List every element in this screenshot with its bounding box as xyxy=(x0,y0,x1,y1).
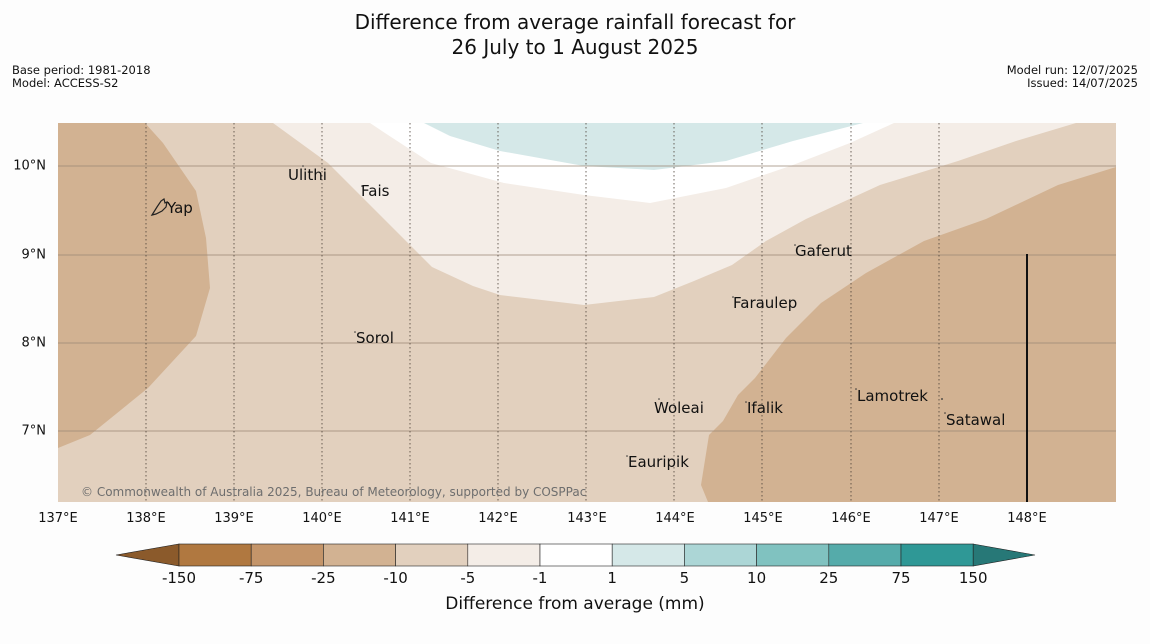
place-label-faraulep: Faraulep xyxy=(733,294,798,312)
lon-label-138e: 138°E xyxy=(126,511,166,526)
colorbar-cell xyxy=(828,543,902,567)
model-run: Model run: 12/07/2025 xyxy=(1006,63,1138,77)
place-label-gaferut: Gaferut xyxy=(795,242,852,260)
island-dots xyxy=(302,165,946,457)
colorbar-tick-label: -150 xyxy=(161,569,197,587)
meta-right: Model run: 12/07/2025 Issued: 14/07/2025 xyxy=(1007,64,1138,90)
colorbar-cell xyxy=(684,543,757,567)
place-label-ifalik: Ifalik xyxy=(747,399,783,417)
place-label-sorol: Sorol xyxy=(356,329,394,347)
colorbar-cell xyxy=(611,543,685,567)
colorbar-tick-label: -1 xyxy=(532,569,548,587)
title-line-2: 26 July to 1 August 2025 xyxy=(451,35,699,59)
colorbar-cell xyxy=(250,543,324,567)
colorbar-cell xyxy=(900,543,974,567)
place-label-ulithi: Ulithi xyxy=(288,166,327,184)
colorbar-tick-label: -75 xyxy=(238,569,264,587)
colorbar-tick-label: -25 xyxy=(311,569,336,587)
lon-label-140e: 140°E xyxy=(302,511,342,526)
colorbar-cell xyxy=(467,543,541,567)
band-plus1 xyxy=(424,123,863,170)
lat-label-9n: 9°N xyxy=(21,247,47,263)
lon-label-145e: 145°E xyxy=(743,511,783,526)
lon-label-144e: 144°E xyxy=(655,511,695,526)
title-line-1: Difference from average rainfall forecas… xyxy=(354,10,796,34)
lon-label-137e: 137°E xyxy=(38,511,78,526)
colorbar xyxy=(115,543,1036,567)
place-label-satawal: Satawal xyxy=(946,411,1006,429)
colorbar-extend-low xyxy=(115,543,180,567)
lat-label-8n: 8°N xyxy=(21,335,47,351)
yap-island-outline xyxy=(150,198,168,216)
place-label-eauripik: Eauripik xyxy=(628,453,689,471)
colorbar-cell xyxy=(395,543,469,567)
lat-label-7n: 7°N xyxy=(21,423,47,439)
place-label-yap: Yap xyxy=(167,199,193,217)
lon-label-148e: 148°E xyxy=(1007,511,1047,526)
lat-label-10n: 10°N xyxy=(13,158,46,174)
colorbar-tick-label: 1 xyxy=(607,569,617,587)
lon-label-142e: 142°E xyxy=(478,511,518,526)
base-period: Base period: 1981-2018 xyxy=(12,63,151,77)
issued-date: Issued: 14/07/2025 xyxy=(1027,76,1138,90)
colorbar-extend-high xyxy=(972,543,1036,567)
model-name: Model: ACCESS-S2 xyxy=(12,76,119,90)
colorbar-tick-label: 25 xyxy=(819,569,839,587)
colorbar-tick-label: -10 xyxy=(383,569,408,587)
colorbar-tick-label: 75 xyxy=(891,569,911,587)
lon-label-146e: 146°E xyxy=(831,511,871,526)
colorbar-cell xyxy=(539,543,613,567)
lon-label-141e: 141°E xyxy=(390,511,430,526)
lon-label-147e: 147°E xyxy=(919,511,959,526)
forecast-map xyxy=(58,123,1116,502)
colorbar-tick-label: 5 xyxy=(679,569,690,587)
lon-label-139e: 139°E xyxy=(214,511,254,526)
lon-label-143e: 143°E xyxy=(567,511,607,526)
colorbar-title: Difference from average (mm) xyxy=(445,594,705,614)
place-label-lamotrek: Lamotrek xyxy=(857,387,928,405)
place-label-fais: Fais xyxy=(361,182,390,200)
colorbar-cell xyxy=(178,543,252,567)
colorbar-cell xyxy=(756,543,830,567)
colorbar-tick-label: -5 xyxy=(460,569,476,587)
place-label-woleai: Woleai xyxy=(654,399,704,417)
colorbar-tick-label: 10 xyxy=(747,569,767,587)
colorbar-tick-label: 150 xyxy=(958,569,988,587)
colorbar-cell xyxy=(323,543,396,567)
map-svg xyxy=(58,123,1116,502)
meta-left: Base period: 1981-2018 Model: ACCESS-S2 xyxy=(12,64,151,90)
band-minus10 xyxy=(58,123,1116,502)
lon-gridlines xyxy=(145,123,940,502)
copyright-notice: © Commonwealth of Australia 2025, Bureau… xyxy=(81,485,587,499)
